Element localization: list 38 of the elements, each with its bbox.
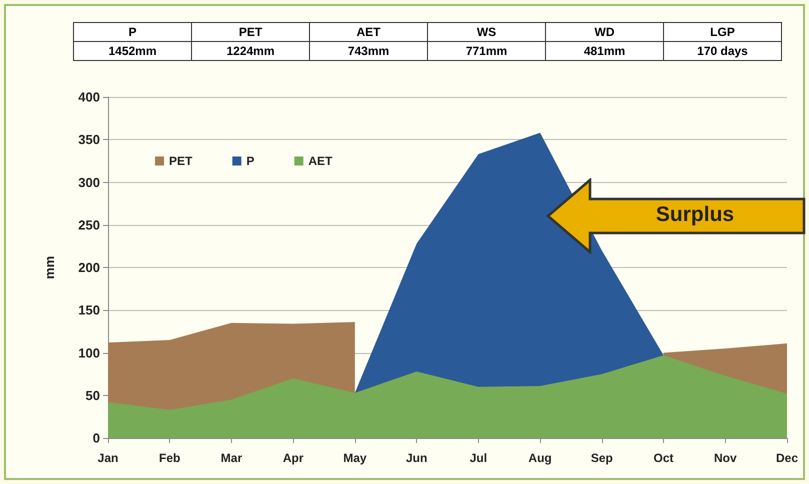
x-tick-label: Jun — [406, 451, 428, 465]
x-tick-label: May — [343, 451, 367, 465]
x-tick-label: Oct — [654, 451, 674, 465]
y-tick-label: 150 — [78, 302, 100, 318]
text: PET — [192, 22, 310, 42]
x-tick-label: Jan — [98, 451, 118, 465]
legend-label: PET — [169, 154, 194, 168]
annotation: Surplus — [654, 203, 736, 227]
x-tick-label: Apr — [282, 451, 304, 465]
x-tick-label: Jul — [470, 451, 488, 465]
y-tick-label: 100 — [78, 345, 100, 360]
y-tick-label: 200 — [78, 260, 100, 275]
legend-label: P — [246, 154, 254, 168]
x-tick-label: Aug — [528, 451, 552, 465]
text: 1224mm — [192, 42, 310, 60]
text: 170 days — [664, 42, 782, 60]
text: WS — [428, 22, 546, 42]
y-tick-label: 400 — [78, 90, 100, 104]
y-tick-label: 0 — [92, 430, 100, 446]
x-tick-label: Feb — [159, 451, 180, 465]
x-tick-label: Mar — [220, 451, 242, 465]
text: 481mm — [546, 42, 664, 60]
legend-label: AET — [308, 154, 334, 168]
y-tick-label: 50 — [86, 388, 100, 403]
text: 771mm — [428, 42, 546, 60]
text: 1452mm — [74, 42, 192, 60]
x-tick-label: Nov — [714, 451, 737, 465]
y-tick-label: 300 — [78, 174, 100, 190]
x-tick-label: Dec — [776, 451, 798, 465]
y-tick-label: 250 — [78, 217, 100, 232]
y-axis-title: mm — [42, 256, 57, 280]
text: WD — [546, 22, 664, 42]
y-tick-label: 350 — [78, 132, 100, 148]
text: LGP — [664, 22, 782, 42]
text: P — [74, 22, 192, 42]
x-tick-label: Sep — [590, 451, 613, 465]
text: 743mm — [310, 42, 428, 60]
text: AET — [310, 22, 428, 42]
